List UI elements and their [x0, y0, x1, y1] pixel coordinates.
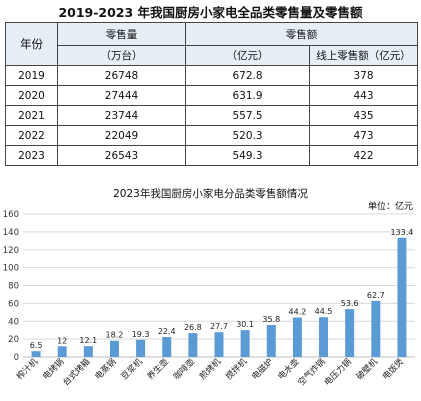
cell-online: 443 [309, 85, 418, 106]
bar [162, 336, 172, 357]
bar-value-label: 19.3 [132, 330, 150, 339]
cell-sales: 557.5 [185, 105, 310, 126]
x-tick-label: 电蒸锅 [93, 356, 119, 382]
bar [214, 332, 224, 357]
cell-volume: 26748 [57, 65, 186, 86]
cell-year: 2023 [5, 145, 58, 166]
cell-sales: 672.8 [185, 65, 310, 86]
table-row: 2022 22049 520.3 473 [5, 125, 418, 146]
x-tick-label: 煎烤机 [197, 356, 223, 382]
bar-value-label: 26.8 [184, 323, 202, 332]
cell-year: 2019 [5, 65, 58, 86]
bar [240, 330, 250, 357]
header-online: 线上零售额（亿元） [309, 45, 418, 66]
bar-value-label: 35.8 [262, 315, 280, 324]
bar-value-label: 44.5 [315, 307, 333, 316]
bar [109, 340, 119, 357]
x-tick-label: 空气炸锅 [296, 356, 328, 388]
bar-value-label: 133.4 [390, 228, 413, 237]
bar-value-label: 30.1 [236, 320, 254, 329]
x-tick-label: 破壁机 [354, 356, 380, 382]
cell-online: 422 [309, 145, 418, 166]
bar-value-label: 27.7 [210, 322, 228, 331]
x-tick-label: 电压力锅 [322, 356, 354, 388]
bar [397, 237, 407, 357]
bar-chart: 0204060801001201401606.5榨汁机12电烤锅12.1台式烤箱… [3, 210, 415, 388]
y-tick-label: 120 [3, 246, 19, 256]
bar [136, 339, 146, 357]
y-tick-label: 0 [14, 353, 19, 363]
cell-online: 435 [309, 105, 418, 126]
table-row: 2019 26748 672.8 378 [5, 65, 418, 86]
bar [31, 351, 41, 357]
bar-value-label: 12.1 [79, 336, 97, 345]
y-tick-label: 20 [8, 335, 19, 345]
cell-online: 473 [309, 125, 418, 146]
bar-value-label: 6.5 [30, 341, 43, 350]
bar [188, 333, 198, 357]
header-year: 年份 [5, 22, 58, 66]
y-tick-label: 100 [3, 264, 19, 274]
table-row: 2021 23744 557.5 435 [5, 105, 418, 126]
bar [83, 346, 93, 357]
cell-year: 2020 [5, 85, 58, 106]
header-volume-unit: （万台） [57, 45, 186, 66]
x-tick-label: 电饭煲 [380, 356, 406, 382]
x-tick-label: 电烤锅 [41, 356, 67, 382]
bar-value-label: 18.2 [106, 331, 124, 340]
y-tick-label: 40 [8, 317, 19, 327]
x-tick-label: 搅拌机 [223, 356, 249, 382]
bar-value-label: 12 [57, 336, 67, 345]
bar [345, 309, 355, 357]
x-tick-label: 电磁炉 [250, 356, 276, 382]
cell-sales: 549.3 [185, 145, 310, 166]
table-title: 2019-2023 年我国厨房小家电全品类零售量及零售额 [58, 5, 363, 20]
y-tick-label: 160 [3, 210, 19, 220]
bar [319, 317, 329, 357]
unit-label: 单位：亿元 [367, 202, 413, 212]
x-tick-label: 养生壶 [145, 356, 171, 382]
bar-value-label: 22.4 [158, 327, 176, 336]
cell-sales: 520.3 [185, 125, 310, 146]
bar [371, 300, 381, 357]
x-tick-label: 电水壶 [276, 356, 302, 382]
x-tick-label: 台式烤箱 [61, 356, 93, 388]
cell-online: 378 [309, 65, 418, 86]
cell-year: 2022 [5, 125, 58, 146]
bar-value-label: 53.6 [341, 299, 359, 308]
sales-table: 年份 零售量 零售额 （万台） （亿元） 线上零售额（亿元） 2019 2674… [5, 22, 418, 166]
bar-value-label: 62.7 [367, 291, 385, 300]
header-sales-unit: （亿元） [185, 45, 310, 66]
cell-volume: 26543 [57, 145, 186, 166]
header-volume: 零售量 [57, 22, 186, 46]
cell-year: 2021 [5, 105, 58, 126]
bar [292, 317, 302, 357]
cell-volume: 23744 [57, 105, 186, 126]
x-tick-label: 咖啡壶 [171, 356, 197, 382]
cell-volume: 27444 [57, 85, 186, 106]
bar-value-label: 44.2 [288, 307, 306, 316]
cell-sales: 631.9 [185, 85, 310, 106]
x-tick-label: 豆浆机 [119, 356, 145, 382]
y-tick-label: 80 [8, 282, 19, 292]
header-sales: 零售额 [185, 22, 418, 46]
cell-volume: 22049 [57, 125, 186, 146]
y-tick-label: 60 [8, 299, 19, 309]
table-row: 2020 27444 631.9 443 [5, 85, 418, 106]
table-row: 2023 26543 549.3 422 [5, 145, 418, 166]
bar [57, 346, 67, 357]
bar [266, 325, 276, 357]
y-tick-label: 140 [3, 228, 19, 238]
chart-title: 2023年我国厨房小家电分品类零售额情况 [113, 188, 308, 200]
